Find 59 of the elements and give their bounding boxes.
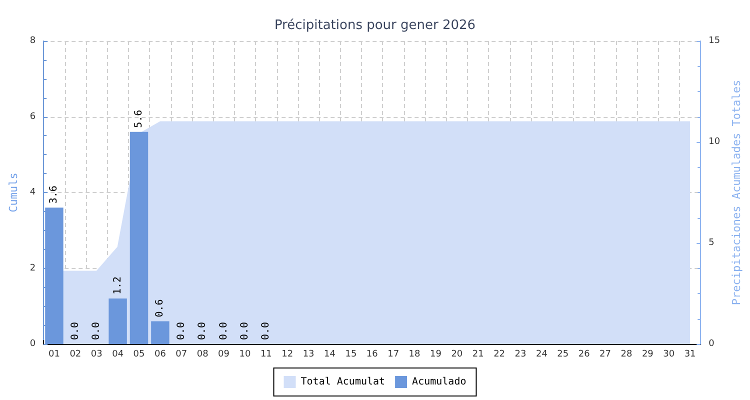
x-tick-label: 12 [282,350,294,360]
x-tick-label: 06 [154,350,166,360]
x-tick-label: 11 [260,350,272,360]
data-label: 0.0 [197,322,208,340]
x-tick-label: 07 [176,350,188,360]
x-tick-label: 24 [536,350,548,360]
x-tick-label: 30 [663,350,675,360]
x-tick-label: 23 [514,350,526,360]
x-tick-label: 09 [218,350,230,360]
data-label: 0.6 [154,299,166,318]
x-tick-label: 28 [620,350,632,360]
x-tick-label: 15 [345,350,357,360]
y-tick-label: 2 [30,263,36,274]
y2-tick-label: 5 [708,238,714,248]
x-tick-label: 22 [494,350,506,360]
data-label: 0.0 [218,322,230,340]
legend-label: Acumulado [412,376,466,388]
data-label: 0.0 [239,322,250,340]
x-tick-label: 08 [196,350,209,360]
bar [151,321,170,344]
x-tick-label: 20 [451,350,463,360]
x-tick-label: 14 [324,350,336,360]
y-tick-label: 6 [30,112,36,122]
x-tick-label: 19 [430,350,442,360]
data-label: 0.0 [70,322,81,340]
x-tick-label: 03 [90,350,102,360]
x-tick-label: 26 [578,350,590,360]
x-tick-label: 31 [684,350,696,360]
x-tick-label: 21 [472,350,484,360]
x-tick-label: 29 [642,350,654,360]
x-tick-label: 27 [600,350,611,360]
data-label: 0.0 [176,322,187,340]
y-axis-title: Cumuls [7,172,20,212]
x-tick-label: 17 [388,350,400,360]
y-tick-label: 4 [30,188,36,198]
data-label: 3.6 [48,186,60,204]
data-label: 1.2 [112,276,124,295]
y2-axis-title: Precipitaciones Acumulades Totales [730,80,743,306]
x-tick-label: 04 [112,350,124,360]
x-tick-label: 18 [408,350,421,360]
x-tick-label: 10 [239,350,251,360]
bar [108,298,127,344]
y2-tick-label: 10 [708,137,720,147]
y-tick-label: 0 [30,339,36,349]
x-tick-label: 25 [557,350,569,360]
bar [130,132,148,344]
y-tick-label: 8 [30,36,36,46]
x-tick-label: 01 [48,350,60,360]
x-tick-label: 13 [302,350,314,360]
data-label: 0.0 [91,322,102,340]
y2-tick-label: 0 [708,339,715,349]
y2-tick-label: 15 [708,36,720,46]
legend-label: Total Acumulat [300,376,386,388]
data-label: 0.0 [260,322,272,340]
x-tick-label: 05 [133,350,145,360]
data-label: 5.6 [134,110,144,128]
x-tick-label: 16 [366,350,378,360]
chart-title: Précipitations pour gener 2026 [274,18,476,33]
x-tick-label: 02 [70,350,82,360]
